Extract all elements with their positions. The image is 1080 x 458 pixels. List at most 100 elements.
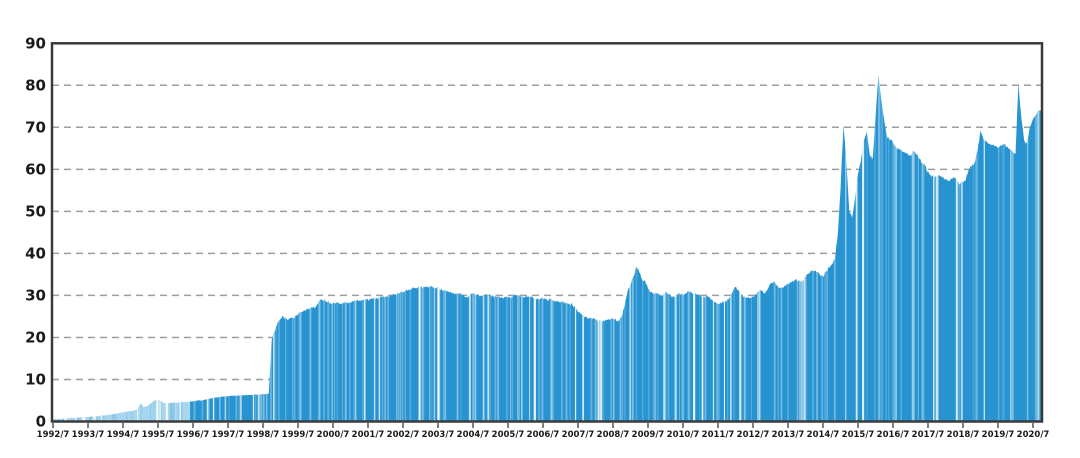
gap-stripe	[172, 74, 175, 422]
gap-stripe	[800, 74, 802, 422]
gap-stripe	[354, 74, 357, 422]
gap-stripe	[261, 74, 263, 422]
gap-stripe	[521, 74, 523, 422]
gap-stripe	[353, 74, 355, 422]
gap-stripe	[89, 74, 92, 422]
gap-stripe	[629, 74, 631, 422]
gap-stripe	[252, 74, 254, 422]
gap-stripe	[486, 74, 489, 422]
gap-stripe	[72, 74, 75, 422]
gap-stripe	[635, 74, 638, 422]
y-axis-tick-label: 80	[25, 76, 46, 94]
gap-stripe	[960, 74, 963, 422]
gap-stripe	[262, 74, 265, 422]
gap-stripe	[632, 74, 634, 422]
x-axis-tick-label: 2012/7	[737, 430, 770, 440]
y-axis-tick-label: 60	[25, 160, 46, 178]
gap-stripe	[511, 74, 514, 422]
gap-stripe	[278, 74, 280, 422]
gap-stripe	[575, 74, 577, 422]
gap-stripe	[751, 74, 753, 422]
gap-stripe	[506, 74, 508, 422]
gap-stripe	[292, 74, 294, 422]
gap-stripe	[130, 74, 133, 422]
gap-stripe	[666, 74, 668, 422]
x-axis-tick-label: 1996/7	[177, 430, 210, 440]
x-axis-tick-label: 2006/7	[527, 430, 560, 440]
area-series-main	[190, 74, 1041, 422]
x-axis-tick-label: 2018/7	[947, 430, 980, 440]
gap-stripe	[856, 74, 858, 422]
gap-stripe	[235, 74, 238, 422]
gap-stripe	[103, 74, 105, 422]
gap-stripe	[699, 74, 701, 422]
gap-stripe	[206, 74, 209, 422]
gap-stripe	[912, 74, 914, 422]
gap-stripe	[888, 74, 890, 422]
gap-stripe	[77, 74, 79, 422]
gap-stripe	[855, 74, 857, 422]
gap-stripe	[433, 74, 436, 422]
gap-stripe	[600, 74, 602, 422]
gap-stripe	[136, 74, 138, 422]
x-axis-tick-label: 2019/7	[982, 430, 1015, 440]
gap-stripe	[582, 74, 584, 422]
gap-stripe	[474, 74, 476, 422]
gap-stripe	[891, 74, 893, 422]
gap-stripe	[81, 74, 83, 422]
x-axis-tick-label: 2003/7	[422, 430, 455, 440]
gap-stripe	[62, 74, 64, 422]
x-axis-tick-label: 2015/7	[842, 430, 875, 440]
gap-stripe	[757, 74, 759, 422]
gap-stripe	[348, 74, 351, 422]
x-axis-tick-label: 2014/7	[807, 430, 840, 440]
gap-stripe	[885, 74, 888, 422]
gap-stripe	[541, 74, 542, 422]
x-axis-tick-label: 2002/7	[387, 430, 420, 440]
gap-stripe	[180, 74, 183, 422]
gap-stripe	[472, 74, 474, 422]
gap-stripe	[82, 74, 84, 422]
x-axis-tick-label: 2001/7	[352, 430, 385, 440]
gap-stripe	[58, 74, 60, 422]
gap-stripe	[855, 74, 858, 422]
gap-stripe	[239, 74, 242, 422]
gap-stripe	[273, 74, 275, 422]
gap-stripe	[596, 74, 599, 422]
gap-stripe	[331, 74, 333, 422]
gap-stripe	[153, 74, 155, 422]
gap-stripe	[224, 74, 227, 422]
gap-stripe	[1010, 74, 1012, 422]
gap-stripe	[773, 74, 776, 422]
gap-stripe	[323, 74, 325, 422]
gap-stripe	[96, 74, 98, 422]
gap-stripe	[730, 74, 732, 422]
gap-stripe	[334, 74, 336, 422]
gap-stripe	[224, 74, 226, 422]
gap-stripe	[293, 74, 296, 422]
gap-stripe	[1034, 74, 1036, 422]
gap-stripe	[550, 74, 553, 422]
gap-stripe	[422, 74, 425, 422]
gap-stripe	[723, 74, 725, 422]
gap-stripe	[998, 74, 1000, 422]
gap-stripe	[468, 74, 471, 422]
y-axis-tick-label: 50	[25, 202, 46, 220]
gap-stripe	[275, 74, 277, 422]
x-axis-tick-label: 2004/7	[457, 430, 490, 440]
gap-stripe	[565, 74, 568, 422]
gap-stripe	[893, 74, 895, 422]
gap-stripe	[160, 74, 163, 422]
x-axis-tick-label: 2017/7	[912, 430, 945, 440]
gap-stripe	[139, 74, 141, 422]
gap-stripe	[170, 74, 173, 422]
gap-stripe	[590, 74, 592, 422]
gap-stripe	[94, 74, 96, 422]
gap-stripe	[812, 74, 814, 422]
gap-stripe	[701, 74, 703, 422]
gap-stripe	[1003, 74, 1005, 422]
x-axis-tick-label: 2013/7	[772, 430, 805, 440]
gap-stripe	[726, 74, 729, 422]
gap-stripe	[882, 74, 884, 422]
